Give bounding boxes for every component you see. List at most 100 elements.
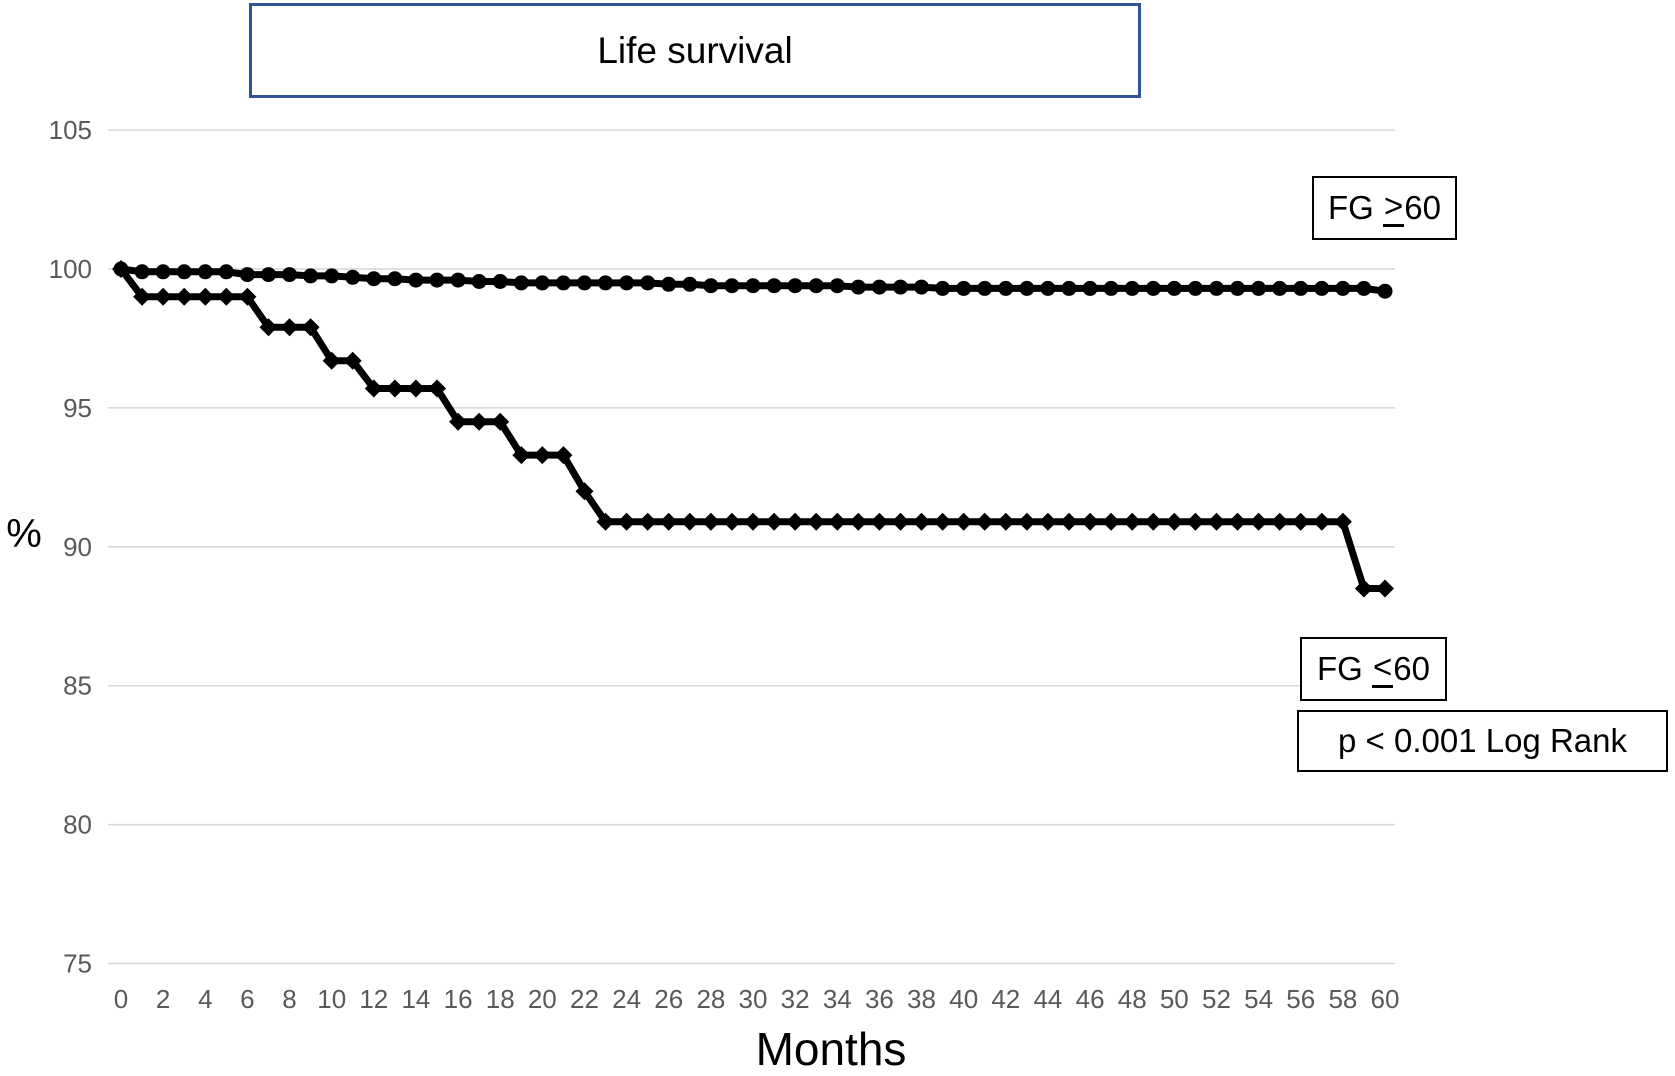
marker-diamond-fg-low <box>1228 512 1247 531</box>
marker-circle-fg-high <box>408 272 424 288</box>
x-tick-label: 56 <box>1286 984 1315 1014</box>
marker-circle-fg-high <box>745 278 761 294</box>
marker-diamond-fg-low <box>849 512 868 531</box>
marker-circle-fg-high <box>218 264 234 280</box>
marker-circle-fg-high <box>492 274 508 289</box>
marker-diamond-fg-low <box>954 512 973 531</box>
marker-diamond-fg-low <box>975 512 994 531</box>
marker-diamond-fg-low <box>217 287 236 306</box>
marker-circle-fg-high <box>871 279 887 295</box>
y-tick-label: 95 <box>63 393 92 423</box>
marker-diamond-fg-low <box>512 446 531 465</box>
x-tick-label: 60 <box>1371 984 1400 1014</box>
x-tick-label: 20 <box>528 984 557 1014</box>
marker-circle-fg-high <box>766 278 782 294</box>
marker-diamond-fg-low <box>1312 512 1331 531</box>
x-tick-label: 8 <box>282 984 296 1014</box>
marker-circle-fg-high <box>829 278 845 294</box>
marker-circle-fg-high <box>239 267 255 283</box>
marker-circle-fg-high <box>429 272 445 288</box>
marker-diamond-fg-low <box>891 512 910 531</box>
x-axis-label: Months <box>755 1023 907 1075</box>
x-tick-label: 28 <box>696 984 725 1014</box>
legend-fg-high-suffix: 60 <box>1404 189 1441 226</box>
y-tick-label: 100 <box>49 254 92 284</box>
marker-circle-fg-high <box>261 267 276 283</box>
p-value-text: p < 0.001 Log Rank <box>1338 722 1627 759</box>
x-tick-label: 18 <box>486 984 515 1014</box>
x-tick-label: 10 <box>317 984 346 1014</box>
marker-diamond-fg-low <box>196 287 215 306</box>
marker-diamond-fg-low <box>744 512 762 531</box>
marker-circle-fg-high <box>176 264 192 280</box>
marker-circle-fg-high <box>640 275 656 291</box>
marker-circle-fg-high <box>1293 280 1309 296</box>
marker-circle-fg-high <box>513 275 529 291</box>
marker-circle-fg-high <box>450 272 466 288</box>
marker-diamond-fg-low <box>1017 512 1036 531</box>
x-tick-label: 32 <box>781 984 810 1014</box>
marker-diamond-fg-low <box>385 379 404 398</box>
legend-fg-low-prefix: FG <box>1317 650 1372 687</box>
marker-circle-fg-high <box>977 280 993 296</box>
marker-diamond-fg-low <box>680 512 699 531</box>
marker-circle-fg-high <box>850 279 866 295</box>
marker-diamond-fg-low <box>322 351 341 370</box>
marker-diamond-fg-low <box>1291 512 1310 531</box>
marker-circle-fg-high <box>598 275 613 291</box>
marker-diamond-fg-low <box>428 379 446 398</box>
marker-diamond-fg-low <box>259 318 278 337</box>
marker-diamond-fg-low <box>638 512 657 531</box>
marker-circle-fg-high <box>787 278 803 294</box>
marker-circle-fg-high <box>1251 280 1267 296</box>
x-tick-label: 54 <box>1244 984 1273 1014</box>
marker-circle-fg-high <box>1061 280 1077 296</box>
y-axis-label: % <box>6 512 42 556</box>
legend-box-fg-high: FG >60 <box>1312 176 1457 240</box>
marker-circle-fg-high <box>1230 280 1245 296</box>
legend-fg-high-prefix: FG <box>1328 189 1383 226</box>
marker-diamond-fg-low <box>765 512 784 531</box>
legend-fg-high-operator: > <box>1383 189 1405 227</box>
x-tick-label: 14 <box>401 984 430 1014</box>
marker-circle-fg-high <box>724 278 740 294</box>
marker-circle-fg-high <box>555 275 571 291</box>
marker-diamond-fg-low <box>912 512 931 531</box>
marker-diamond-fg-low <box>280 318 299 337</box>
marker-circle-fg-high <box>1335 280 1351 296</box>
marker-circle-fg-high <box>956 280 972 296</box>
marker-diamond-fg-low <box>364 379 383 398</box>
marker-diamond-fg-low <box>722 512 741 531</box>
marker-circle-fg-high <box>661 276 677 292</box>
marker-diamond-fg-low <box>301 318 320 337</box>
legend-fg-low-operator: < <box>1372 650 1394 688</box>
marker-diamond-fg-low <box>554 446 573 465</box>
marker-diamond-fg-low <box>1186 512 1205 531</box>
marker-diamond-fg-low <box>1376 579 1394 598</box>
marker-diamond-fg-low <box>701 512 720 531</box>
marker-circle-fg-high <box>1272 280 1288 296</box>
marker-circle-fg-high <box>893 279 908 295</box>
x-tick-label: 50 <box>1160 984 1189 1014</box>
marker-circle-fg-high <box>1314 280 1330 296</box>
x-tick-label: 0 <box>114 984 128 1014</box>
marker-diamond-fg-low <box>996 512 1015 531</box>
marker-diamond-fg-low <box>1249 512 1268 531</box>
marker-circle-fg-high <box>197 264 213 280</box>
x-tick-label: 38 <box>907 984 936 1014</box>
marker-diamond-fg-low <box>1123 512 1142 531</box>
marker-circle-fg-high <box>619 275 635 291</box>
marker-diamond-fg-low <box>238 287 257 306</box>
marker-circle-fg-high <box>577 275 592 291</box>
marker-circle-fg-high <box>324 268 340 284</box>
marker-diamond-fg-low <box>828 512 847 531</box>
marker-circle-fg-high <box>303 268 319 284</box>
marker-diamond-fg-low <box>406 379 425 398</box>
x-tick-label: 44 <box>1033 984 1062 1014</box>
marker-diamond-fg-low <box>1165 512 1184 531</box>
marker-circle-fg-high <box>1166 280 1182 296</box>
marker-diamond-fg-low <box>786 512 805 531</box>
marker-diamond-fg-low <box>596 512 615 531</box>
